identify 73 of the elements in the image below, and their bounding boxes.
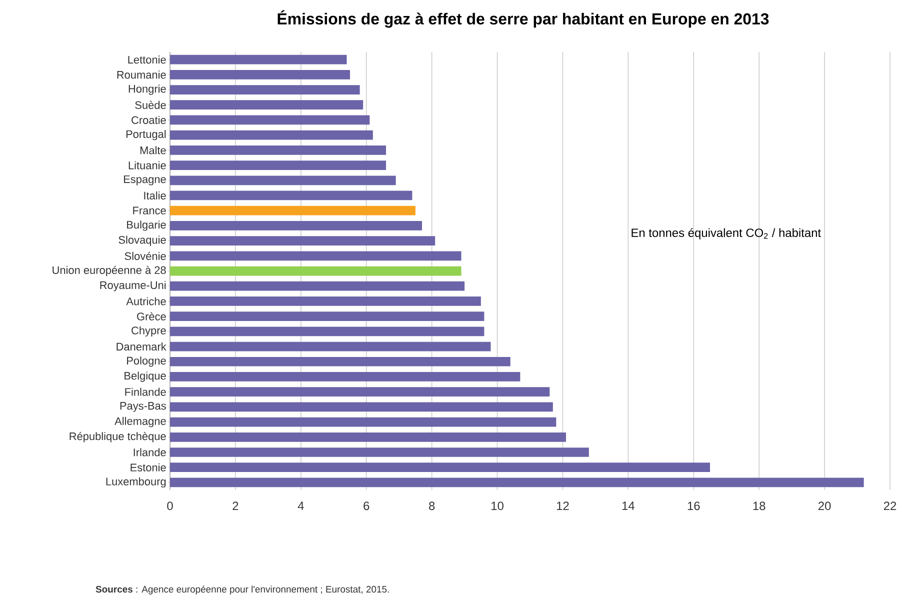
y-tick-label: Union européenne à 28 (52, 266, 166, 276)
bar (170, 176, 396, 186)
y-tick-label: Hongrie (128, 84, 166, 95)
y-tick-label: Royaume-Uni (100, 281, 166, 292)
bar (170, 236, 436, 246)
text: Sources : Agence européenne pour l'environnement ; Eurostat, 2015. (96, 586, 389, 594)
y-tick-label: Malte (140, 146, 166, 154)
bar (170, 85, 360, 94)
y-tick-label: Pologne (127, 356, 166, 367)
y-tick-label: Lettonie (128, 56, 166, 64)
y-tick-label: Estonie (130, 463, 166, 472)
y-tick-label: Lituanie (128, 161, 166, 170)
x-tick-label: 12 (556, 502, 569, 510)
x-tick-label: 10 (492, 502, 504, 510)
y-tick-label: Roumanie (117, 70, 166, 79)
bar (170, 372, 520, 382)
bar (170, 221, 422, 230)
y-tick-label: Bulgarie (127, 220, 166, 231)
x-tick-label: 6 (364, 502, 370, 510)
bar (170, 251, 462, 261)
y-tick-label: Grèce (137, 312, 166, 320)
y-tick-label: République tchèque (70, 432, 166, 442)
bar (170, 478, 864, 488)
bar (170, 417, 556, 427)
x-tick-label: 16 (688, 502, 700, 510)
annotation: En tonnes équivalent CO$_{2}$ / habitant (632, 228, 821, 240)
bar (170, 342, 491, 352)
y-tick-label: Luxembourg (106, 477, 166, 488)
bar (170, 145, 386, 155)
bar (170, 100, 364, 110)
bar (170, 266, 462, 276)
x-tick-label: 0 (167, 502, 173, 510)
bar (170, 312, 484, 321)
bar (170, 462, 710, 472)
bar (170, 387, 550, 397)
y-tick-label: Portugal (126, 130, 166, 140)
chart-title: Émissions de gaz à effet de serre par habitant en Europe en 2013 (278, 10, 769, 28)
y-tick-label: Belgique (124, 372, 166, 382)
y-tick-label: Espagne (124, 175, 166, 186)
y-tick-label: Italie (144, 191, 166, 200)
y-tick-label: Irlande (134, 448, 166, 456)
x-tick-label: 2 (232, 502, 238, 510)
bar (170, 54, 347, 64)
x-tick-label: 20 (818, 502, 831, 510)
y-tick-label: Suède (135, 100, 166, 109)
y-tick-label: Danemark (116, 342, 166, 351)
bar (170, 281, 465, 291)
bar (170, 432, 566, 442)
y-tick-label: Slovénie (124, 252, 166, 260)
y-tick-label: Allemagne (114, 416, 166, 428)
bar (170, 115, 370, 125)
x-tick-label: 8 (429, 502, 435, 510)
y-tick-label: Croatie (132, 116, 166, 124)
y-tick-label: Chypre (132, 326, 166, 337)
y-tick-label: Finlande (125, 388, 166, 396)
x-tick-label: 22 (884, 502, 896, 510)
bar (170, 356, 510, 366)
bar (170, 190, 412, 200)
y-tick-label: Slovaquie (118, 236, 166, 246)
bar (170, 402, 553, 412)
x-tick-label: 4 (298, 502, 304, 510)
x-tick-label: 14 (622, 502, 634, 510)
y-tick-label: France (133, 206, 166, 214)
bar (170, 448, 589, 457)
bar (170, 206, 416, 216)
bar (170, 130, 373, 140)
y-tick-label: Autriche (126, 297, 166, 306)
bar (170, 160, 386, 170)
x-tick-label: 18 (753, 502, 766, 510)
bar (170, 326, 484, 336)
y-tick-label: Pays-Bas (120, 402, 166, 412)
bar (170, 70, 350, 80)
bar (170, 296, 481, 306)
